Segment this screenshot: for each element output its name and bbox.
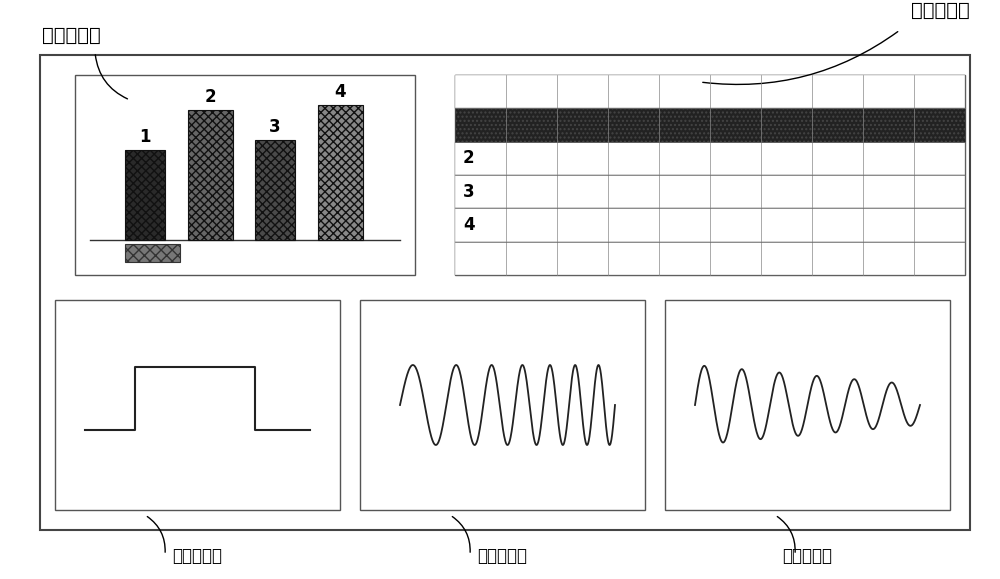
Bar <box>255 140 295 240</box>
Text: 4: 4 <box>463 216 475 234</box>
Text: 时间概览图: 时间概览图 <box>42 26 101 45</box>
Text: 脉冲幅度图: 脉冲幅度图 <box>173 547 222 565</box>
Bar <box>455 75 965 108</box>
Bar <box>125 150 165 240</box>
Text: 2: 2 <box>463 149 475 167</box>
Text: 脉冲参数表: 脉冲参数表 <box>911 1 970 20</box>
Bar <box>455 241 965 275</box>
Text: 3: 3 <box>463 182 475 201</box>
Text: 1: 1 <box>139 128 151 146</box>
Text: 3: 3 <box>269 118 281 136</box>
Bar <box>455 108 965 142</box>
Bar <box>360 300 645 510</box>
Text: 4: 4 <box>334 83 346 101</box>
Bar <box>125 244 180 262</box>
Bar <box>665 300 950 510</box>
Bar <box>455 75 965 275</box>
Bar <box>55 300 340 510</box>
Text: 脉冲相位图: 脉冲相位图 <box>782 547 832 565</box>
Bar <box>40 55 970 530</box>
Bar <box>455 142 965 175</box>
Bar <box>318 105 363 240</box>
Text: 2: 2 <box>204 88 216 106</box>
Bar <box>75 75 415 275</box>
Bar <box>188 110 233 240</box>
Bar <box>455 208 965 241</box>
Bar <box>455 175 965 208</box>
Text: 脉冲频率图: 脉冲频率图 <box>478 547 528 565</box>
